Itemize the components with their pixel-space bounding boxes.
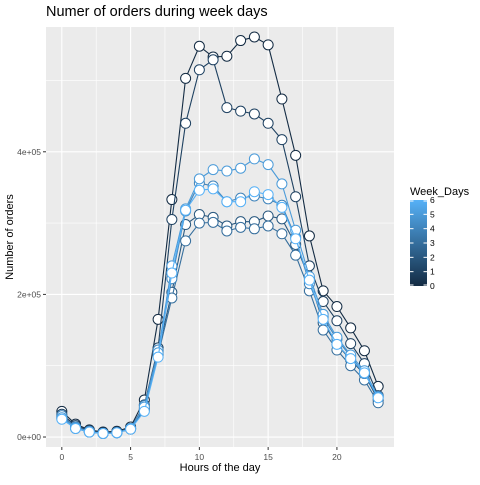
data-point [276, 134, 288, 146]
data-point [331, 301, 343, 313]
data-point [262, 220, 274, 232]
x-tick-label: 5 [128, 452, 133, 462]
x-tick-label: 0 [59, 452, 64, 462]
data-point [303, 230, 315, 242]
series-week-day-6 [56, 183, 384, 439]
data-point [248, 153, 260, 165]
data-point [276, 178, 288, 190]
data-point [180, 235, 192, 247]
data-point [207, 183, 219, 195]
x-tick-label: 15 [263, 452, 273, 462]
data-point [193, 40, 205, 52]
data-point [193, 64, 205, 76]
data-point [180, 117, 192, 129]
data-point [317, 324, 329, 336]
data-point [83, 426, 95, 438]
data-point [207, 216, 219, 228]
data-point [290, 249, 302, 261]
data-point [248, 186, 260, 198]
plot-panel [46, 27, 394, 447]
data-point [56, 413, 68, 425]
data-point [193, 173, 205, 185]
data-point [358, 367, 370, 379]
data-point [276, 93, 288, 105]
x-tick-label: 10 [195, 452, 205, 462]
data-point [317, 313, 329, 325]
legend-label: 2 [430, 252, 435, 262]
data-point [193, 184, 205, 196]
data-point [303, 274, 315, 286]
data-point [290, 149, 302, 161]
legend-title: Week_Days [410, 186, 470, 198]
y-tick-label: 2e+05 [17, 289, 41, 299]
data-point [235, 35, 247, 47]
data-point [221, 225, 233, 237]
data-point [221, 50, 233, 62]
data-point [221, 165, 233, 177]
data-point [262, 39, 274, 51]
legend-ticks: 0 1 2 3 4 5 6 [410, 195, 435, 291]
chart-title: Numer of orders during week days [46, 4, 268, 20]
data-point [262, 117, 274, 129]
data-point [221, 196, 233, 208]
data-point [235, 105, 247, 117]
legend-label: 1 [430, 267, 435, 277]
y-tick-label: 4e+05 [17, 147, 41, 157]
data-point [235, 162, 247, 174]
data-point [138, 405, 150, 417]
series-layer [56, 31, 384, 439]
data-point [180, 204, 192, 216]
y-axis-label: Number of orders [4, 194, 16, 280]
data-point [317, 285, 329, 297]
y-tick-label: 0e+00 [17, 432, 41, 442]
data-point [290, 191, 302, 203]
data-point [248, 108, 260, 120]
data-point [358, 345, 370, 357]
x-tick-label: 20 [332, 452, 342, 462]
data-point [180, 72, 192, 84]
data-point [166, 267, 178, 279]
data-point [235, 221, 247, 233]
legend-label: 4 [430, 224, 435, 234]
data-point [193, 217, 205, 229]
data-point [166, 214, 178, 226]
legend-label: 0 [430, 281, 435, 291]
data-point [345, 322, 357, 334]
x-axis-label: Hours of the day [180, 462, 261, 474]
legend-label: 5 [430, 209, 435, 219]
data-point [221, 102, 233, 114]
data-point [207, 164, 219, 176]
data-point [276, 201, 288, 213]
data-point [345, 338, 357, 350]
grid-layer [46, 27, 394, 447]
data-point [331, 315, 343, 327]
legend-label: 3 [430, 238, 435, 248]
legend-label: 6 [430, 195, 435, 205]
data-point [248, 31, 260, 43]
data-point [248, 223, 260, 235]
data-point [70, 422, 82, 434]
axis-layer: 0 5 10 15 20 0e+00 2e+05 4e+05 [17, 147, 342, 462]
data-point [262, 210, 274, 222]
data-point [262, 189, 274, 201]
data-point [262, 159, 274, 171]
legend: Week_Days 0 1 2 3 4 5 6 [410, 186, 470, 291]
data-point [345, 353, 357, 365]
data-point [276, 228, 288, 240]
data-point [207, 54, 219, 66]
data-point [152, 351, 164, 363]
data-point [235, 196, 247, 208]
data-point [97, 427, 109, 439]
data-point [372, 392, 384, 404]
legend-colorbar [410, 200, 427, 286]
data-point [331, 338, 343, 350]
data-point [290, 233, 302, 245]
data-point [111, 427, 123, 439]
data-point [125, 423, 137, 435]
